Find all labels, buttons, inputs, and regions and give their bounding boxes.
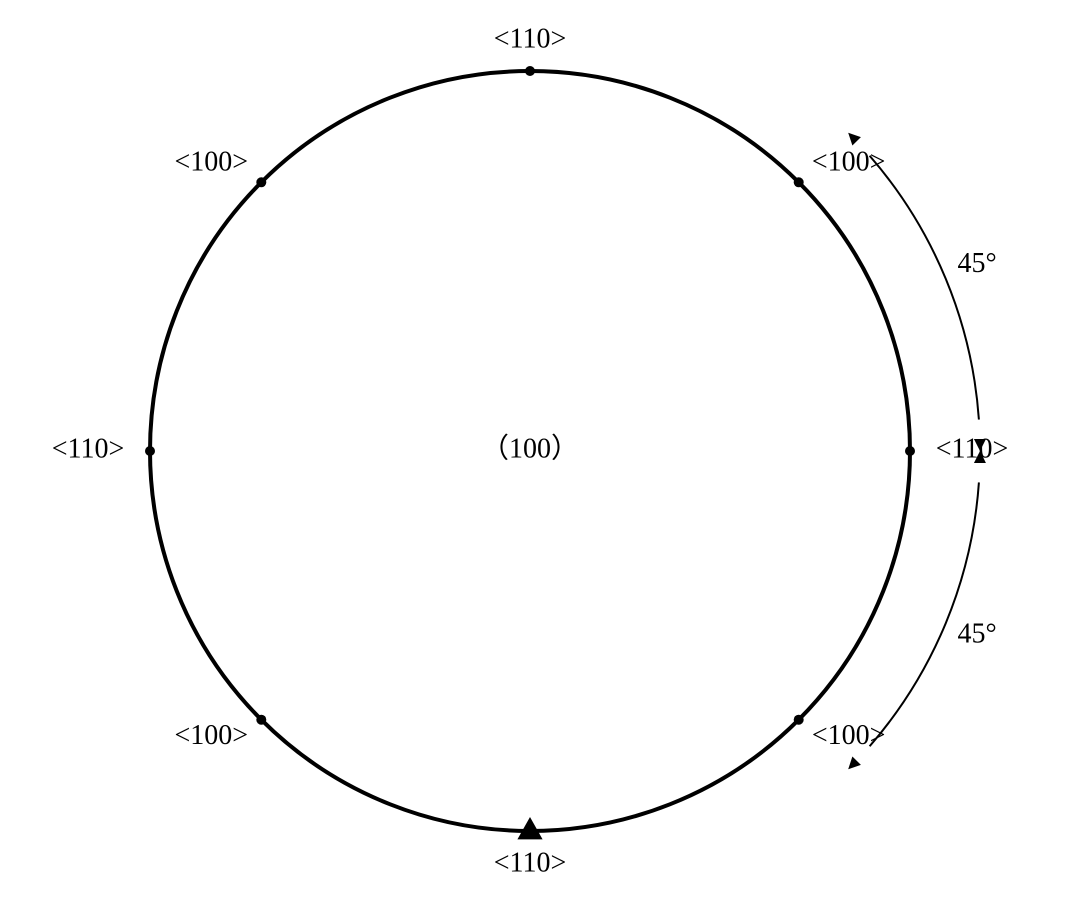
direction-dot	[794, 715, 804, 725]
direction-dot	[256, 715, 266, 725]
direction-label: <110>	[494, 23, 567, 54]
direction-dot	[525, 66, 535, 76]
direction-label: <100>	[175, 720, 249, 751]
direction-label: <110>	[52, 433, 125, 464]
center-label: （100）	[481, 432, 579, 464]
arrowhead-icon	[848, 756, 861, 769]
direction-label: <110>	[494, 847, 567, 878]
direction-label: <100>	[175, 147, 249, 178]
angle-arc	[870, 482, 979, 746]
direction-dot	[794, 177, 804, 187]
angle-label: 45°	[958, 248, 997, 279]
angle-arc	[870, 156, 979, 420]
direction-dot	[905, 446, 915, 456]
angle-label: 45°	[958, 619, 997, 650]
direction-label: <110>	[936, 433, 1009, 464]
crystal-diagram: （100） <110> <100> <110> <100> <110> <100> <110>…	[0, 0, 1072, 903]
direction-dot	[256, 177, 266, 187]
direction-label: <100>	[812, 720, 886, 751]
direction-triangle	[517, 817, 542, 839]
arrowhead-icon	[848, 133, 861, 146]
direction-dot	[145, 446, 155, 456]
